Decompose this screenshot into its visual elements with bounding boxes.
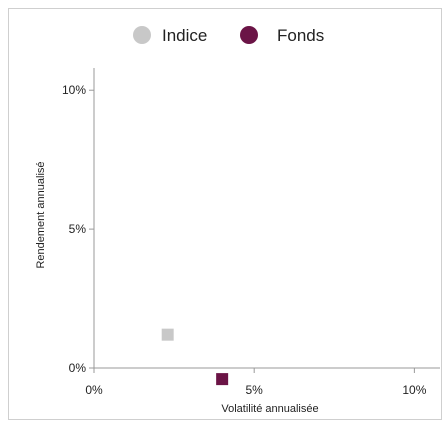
data-points — [161, 328, 229, 386]
y-tick-label: 10% — [62, 83, 86, 97]
x-tick-label: 0% — [85, 383, 103, 397]
legend-label-indice: Indice — [162, 26, 207, 45]
y-tick-label: 5% — [69, 222, 87, 236]
y-axis-ticks: 0% 5% 10% — [62, 83, 94, 375]
legend-marker-fonds — [240, 26, 258, 44]
x-axis-ticks: 0% 5% 10% — [85, 368, 427, 397]
legend-label-fonds: Fonds — [277, 26, 324, 45]
x-axis-title: Volatilité annualisée — [221, 403, 318, 415]
chart-frame — [8, 8, 442, 420]
legend-marker-indice — [133, 26, 151, 44]
x-tick-label: 5% — [246, 383, 264, 397]
data-point-indice[interactable] — [161, 328, 174, 341]
data-point-fonds[interactable] — [216, 373, 229, 386]
y-tick-label: 0% — [69, 361, 87, 375]
x-tick-label: 10% — [402, 383, 426, 397]
y-axis-title: Rendement annualisé — [35, 161, 47, 268]
legend: Indice Fonds — [133, 26, 324, 45]
